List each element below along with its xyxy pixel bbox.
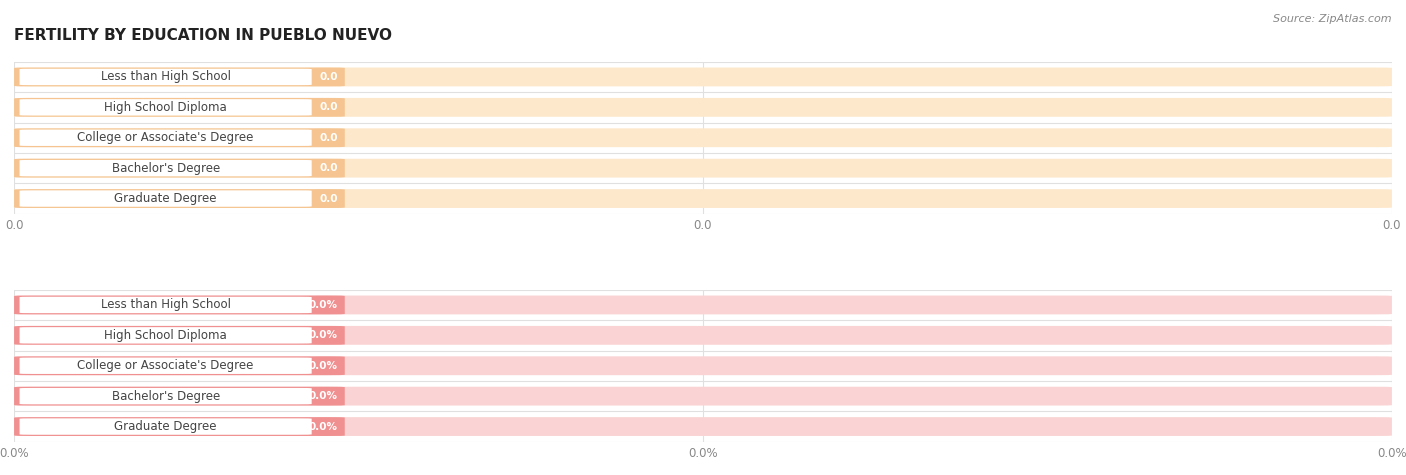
Text: College or Associate's Degree: College or Associate's Degree: [77, 131, 254, 144]
FancyBboxPatch shape: [14, 189, 318, 208]
FancyBboxPatch shape: [14, 295, 318, 314]
FancyBboxPatch shape: [20, 160, 312, 176]
Text: College or Associate's Degree: College or Associate's Degree: [77, 359, 254, 372]
Text: 0.0%: 0.0%: [309, 421, 337, 432]
Text: 0.0: 0.0: [319, 72, 337, 82]
Text: 0.0%: 0.0%: [309, 330, 337, 341]
Text: Source: ZipAtlas.com: Source: ZipAtlas.com: [1274, 14, 1392, 24]
FancyBboxPatch shape: [14, 189, 344, 208]
FancyBboxPatch shape: [14, 159, 318, 178]
FancyBboxPatch shape: [20, 358, 312, 374]
FancyBboxPatch shape: [14, 128, 318, 147]
Text: Bachelor's Degree: Bachelor's Degree: [111, 162, 219, 175]
FancyBboxPatch shape: [20, 130, 312, 146]
FancyBboxPatch shape: [14, 387, 344, 406]
Text: 0.0: 0.0: [319, 102, 337, 113]
FancyBboxPatch shape: [20, 327, 312, 343]
Text: Bachelor's Degree: Bachelor's Degree: [111, 390, 219, 403]
Text: High School Diploma: High School Diploma: [104, 101, 226, 114]
FancyBboxPatch shape: [20, 69, 312, 85]
Text: 0.0%: 0.0%: [309, 361, 337, 371]
FancyBboxPatch shape: [14, 326, 344, 345]
FancyBboxPatch shape: [14, 326, 318, 345]
FancyBboxPatch shape: [14, 356, 344, 375]
Text: FERTILITY BY EDUCATION IN PUEBLO NUEVO: FERTILITY BY EDUCATION IN PUEBLO NUEVO: [14, 28, 392, 44]
FancyBboxPatch shape: [14, 128, 344, 147]
Text: Graduate Degree: Graduate Degree: [114, 192, 217, 205]
Text: 0.0: 0.0: [319, 163, 337, 173]
FancyBboxPatch shape: [20, 388, 312, 404]
FancyBboxPatch shape: [14, 159, 344, 178]
FancyBboxPatch shape: [14, 295, 1392, 314]
FancyBboxPatch shape: [14, 98, 318, 117]
Text: Less than High School: Less than High School: [101, 298, 231, 312]
FancyBboxPatch shape: [14, 67, 1392, 86]
FancyBboxPatch shape: [14, 387, 1392, 406]
FancyBboxPatch shape: [20, 418, 312, 435]
FancyBboxPatch shape: [20, 99, 312, 115]
FancyBboxPatch shape: [14, 356, 318, 375]
FancyBboxPatch shape: [14, 128, 1392, 147]
FancyBboxPatch shape: [14, 356, 1392, 375]
Text: 0.0: 0.0: [319, 133, 337, 143]
Text: Graduate Degree: Graduate Degree: [114, 420, 217, 433]
FancyBboxPatch shape: [20, 190, 312, 207]
FancyBboxPatch shape: [14, 98, 344, 117]
FancyBboxPatch shape: [14, 417, 318, 436]
Text: Less than High School: Less than High School: [101, 70, 231, 84]
Text: 0.0: 0.0: [319, 193, 337, 204]
FancyBboxPatch shape: [14, 189, 1392, 208]
FancyBboxPatch shape: [20, 297, 312, 313]
FancyBboxPatch shape: [14, 326, 1392, 345]
Text: 0.0%: 0.0%: [309, 300, 337, 310]
Text: High School Diploma: High School Diploma: [104, 329, 226, 342]
FancyBboxPatch shape: [14, 159, 1392, 178]
FancyBboxPatch shape: [14, 295, 344, 314]
FancyBboxPatch shape: [14, 387, 318, 406]
FancyBboxPatch shape: [14, 67, 318, 86]
FancyBboxPatch shape: [14, 67, 344, 86]
FancyBboxPatch shape: [14, 98, 1392, 117]
Text: 0.0%: 0.0%: [309, 391, 337, 401]
FancyBboxPatch shape: [14, 417, 1392, 436]
FancyBboxPatch shape: [14, 417, 344, 436]
